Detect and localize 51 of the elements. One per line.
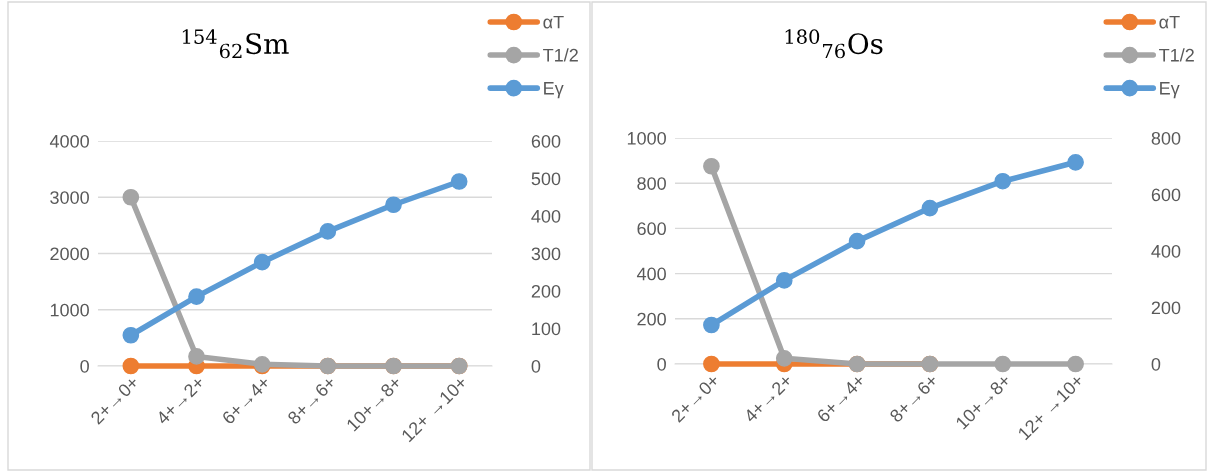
point	[1067, 355, 1084, 373]
y-tick-label: 400	[636, 267, 666, 281]
y2-tick-label: 300	[531, 247, 561, 261]
point	[703, 157, 720, 175]
y2-tick-label: 0	[531, 359, 541, 373]
y2-tick-label: 400	[531, 209, 561, 223]
point	[775, 350, 793, 367]
point	[775, 272, 793, 289]
point	[703, 316, 720, 334]
point	[450, 173, 468, 190]
point	[319, 223, 337, 240]
legend-label: Eγ	[544, 82, 564, 99]
point	[994, 355, 1012, 373]
y2-tick-label: 500	[531, 172, 561, 186]
point	[921, 199, 939, 217]
point	[1067, 153, 1084, 171]
point	[122, 357, 140, 375]
y2-tick-label: 400	[1151, 244, 1181, 258]
y-tick-label: 3000	[50, 191, 89, 204]
y-tick-label: 0	[80, 359, 89, 373]
y-tick-label: 1000	[627, 131, 666, 145]
point	[188, 348, 205, 365]
y-tick-label: 2000	[50, 247, 89, 261]
y-tick-label: 800	[637, 177, 666, 190]
y2-tick-label: 200	[531, 284, 561, 298]
legend-label: αT	[1159, 15, 1180, 29]
legend-label: αT	[543, 15, 564, 29]
y-tick-label: 0	[657, 357, 666, 371]
y-tick-label: 1000	[50, 303, 89, 317]
legend-label: Eγ	[1160, 82, 1180, 99]
legend-label: T1/2	[543, 48, 578, 62]
chart-title: $^{180}$$_{76}$Os	[785, 29, 883, 59]
point	[703, 355, 720, 373]
y2-tick-label: 100	[532, 322, 561, 336]
y-tick-label: 4000	[49, 134, 89, 148]
chart-title: $^{154}$$_{62}$Sm	[182, 29, 289, 59]
y2-tick-label: 0	[1151, 357, 1161, 371]
y2-tick-label: 600	[1151, 188, 1181, 202]
point	[994, 172, 1012, 190]
y2-tick-label: 800	[1151, 131, 1181, 145]
y-tick-label: 200	[637, 312, 666, 326]
point	[122, 188, 140, 206]
point	[848, 232, 866, 250]
y2-tick-label: 600	[531, 134, 561, 148]
y2-tick-label: 200	[1151, 301, 1181, 315]
y-tick-label: 600	[637, 222, 666, 236]
point	[122, 326, 140, 344]
point	[188, 288, 205, 305]
legend-label: T1/2	[1159, 48, 1194, 62]
point	[385, 196, 402, 214]
point	[253, 253, 271, 271]
